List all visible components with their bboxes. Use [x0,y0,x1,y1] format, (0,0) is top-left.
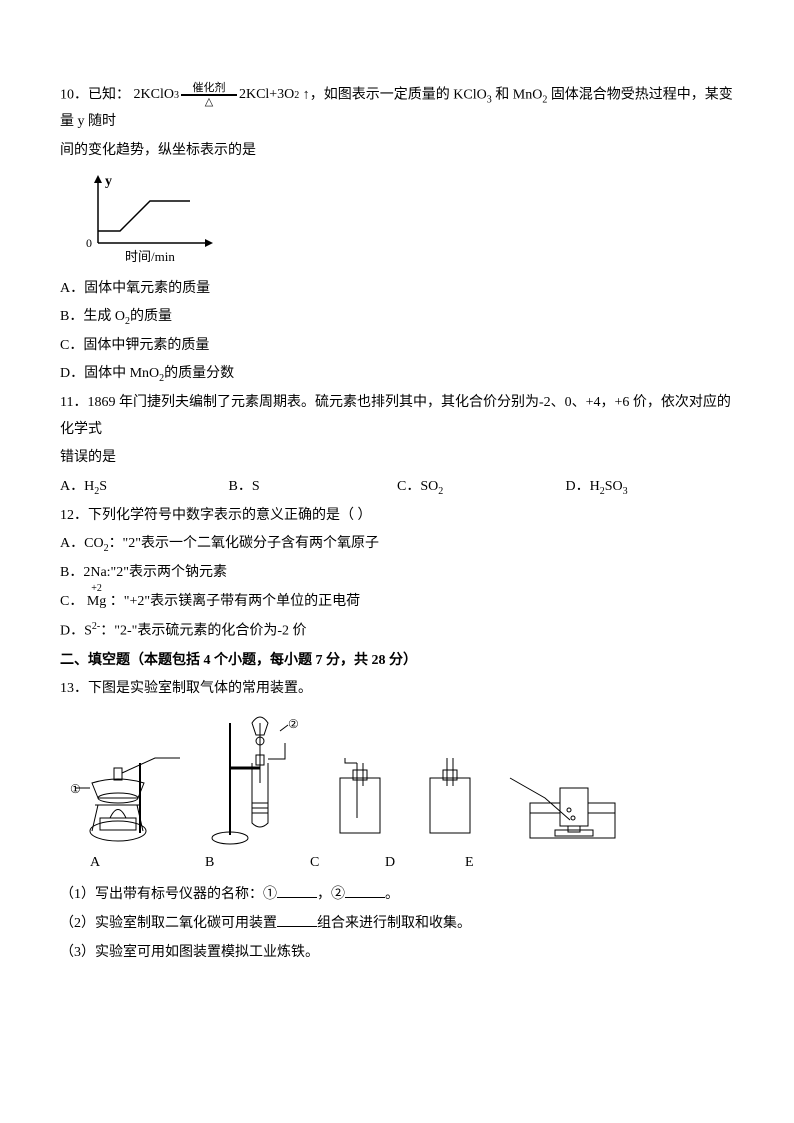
q10-line2: 间的变化趋势，纵坐标表示的是 [60,138,734,165]
q11A-pre: A．H [60,479,94,494]
blank-2[interactable] [345,883,385,898]
stand-base-a [90,821,146,841]
q12A-pre: A．CO [60,536,104,551]
q10-lhs: 2KClO [134,82,174,109]
q11D-sub2: 3 [623,486,628,497]
blank-1[interactable] [277,883,317,898]
q11C-sub: 2 [438,486,443,497]
q10-chart: y 0 时间/min [80,173,230,268]
reaction-arrow: 催化剂 △ [181,82,237,108]
tripod-leg1 [92,805,98,831]
delivery-tube-a [122,758,180,773]
mg-symbol: +2Mg [87,589,106,616]
label2-line [280,725,288,731]
optD-post: 的质量分数 [164,366,234,381]
sub2-pre: （2）实验室制取二氧化碳可用装置 [60,916,277,931]
sub2-post: 组合来进行制取和收集。 [317,916,471,931]
q11-A: A．H2S [60,474,229,501]
shelf [555,830,593,836]
optB-pre: B．生成 O [60,309,125,324]
q11-B: B．S [229,474,398,501]
q12-A: A．CO2："2"表示一个二氧化碳分子含有两个氧原子 [60,531,734,558]
apparatus-A: ① [70,733,190,848]
apparatus-B: ② [210,713,305,848]
q11D-pre: D．H [566,479,600,494]
mg-charge: +2 [91,579,102,598]
q13-stem: 13．下图是实验室制取气体的常用装置。 [60,676,734,703]
letter-A: A [90,850,205,877]
collect-mouth [568,826,580,832]
mark-2: ② [288,717,299,731]
optB-post: 的质量 [130,309,172,324]
apparatus-labels: A B C D E [90,850,734,877]
collect-bottle [560,788,588,826]
section2-heading: 二、填空题（本题包括 4 个小题，每小题 7 分，共 28 分） [60,648,734,675]
flask-body [92,779,144,798]
apparatus-C [325,758,395,848]
q10-reaction: 2KClO3 催化剂 △ 2KCl+3O2 [134,82,300,109]
q12D-post: ："2-"表示硫元素的化合价为-2 价 [100,624,306,639]
blank-3[interactable] [277,912,317,927]
apparatus-row: ① ② [70,713,734,848]
q11-D: D．H2SO3 [566,474,735,501]
q10-rhs: 2KCl+3O [239,82,294,109]
q11-line1: 11．1869 年门捷列夫编制了元素周期表。硫元素也排列其中，其化合价分别为-2… [60,390,734,443]
q10-after: ↑，如图表示一定质量的 KClO [303,88,487,103]
q11D-mid: SO [605,479,623,494]
q12-stem: 12．下列化学符号中数字表示的意义正确的是（ ） [60,503,734,530]
apparatus-D [415,758,485,848]
q10-ksub: 3 [487,94,492,105]
tube-c-in [345,758,357,763]
q11C-pre: C．SO [397,479,438,494]
q10-optD: D．固体中 MnO2的质量分数 [60,361,734,388]
letter-B: B [205,850,310,877]
q13-sub3: （3）实验室可用如图装置模拟工业炼铁。 [60,940,734,967]
q12A-post: ："2"表示一个二氧化碳分子含有两个氧原子 [109,536,379,551]
q10-optC: C．固体中钾元素的质量 [60,333,734,360]
q10-and: 和 MnO [495,88,542,103]
q11A-post: S [99,479,107,494]
bottle-d [430,778,470,833]
x-label: 时间/min [125,249,175,264]
sub1-pre: （1）写出带有标号仪器的名称：① [60,887,277,902]
q11-C: C．SO2 [397,474,566,501]
bottle-c [340,778,380,833]
q12-B: B．2Na:"2"表示两个钠元素 [60,560,734,587]
sub1-post: 。 [385,887,399,902]
burner-body [100,818,136,830]
q13-sub1: （1）写出带有标号仪器的名称：① ，② 。 [60,882,734,909]
q10-rhs-sub: 2 [294,86,299,105]
tube-contents [252,803,268,813]
heat-symbol: △ [205,96,213,108]
mark-1: ① [70,782,81,796]
q10-lhs-sub: 3 [174,86,179,105]
letter-C: C [310,850,385,877]
flame-icon [110,809,126,818]
q12C-pre: C． [60,594,83,609]
q10-mnsub: 2 [542,94,547,105]
q10-prefix: 10．已知： [60,88,130,103]
flask-neck [114,768,122,780]
q12C-post: ："+2"表示镁离子带有两个单位的正电荷 [110,594,360,609]
q10-line1: 10．已知： 2KClO3 催化剂 △ 2KCl+3O2 ↑，如图表示一定质量的… [60,82,734,136]
letter-E: E [465,850,535,877]
apparatus-E [505,758,625,848]
catalyst-label: 催化剂 [192,82,225,94]
q13-sub2: （2）实验室制取二氧化碳可用装置 组合来进行制取和收集。 [60,911,734,938]
q12D-pre: D．S [60,624,92,639]
letter-D: D [385,850,465,877]
q10-optB: B．生成 O2的质量 [60,304,734,331]
y-label: y [105,174,112,189]
q10-optA: A．固体中氧元素的质量 [60,276,734,303]
q12-D: D．S2-："2-"表示硫元素的化合价为-2 价 [60,617,734,645]
q12D-sup: 2- [92,621,100,632]
sub1-mid: ，② [317,887,345,902]
q11-options: A．H2S B．S C．SO2 D．H2SO3 [60,474,734,501]
q12-C: C． +2Mg ："+2"表示镁离子带有两个单位的正电荷 [60,589,734,616]
origin-label: 0 [86,236,92,250]
delivery-tube-b [268,743,285,759]
optD-pre: D．固体中 MnO [60,366,159,381]
q11-line2: 错误的是 [60,445,734,472]
